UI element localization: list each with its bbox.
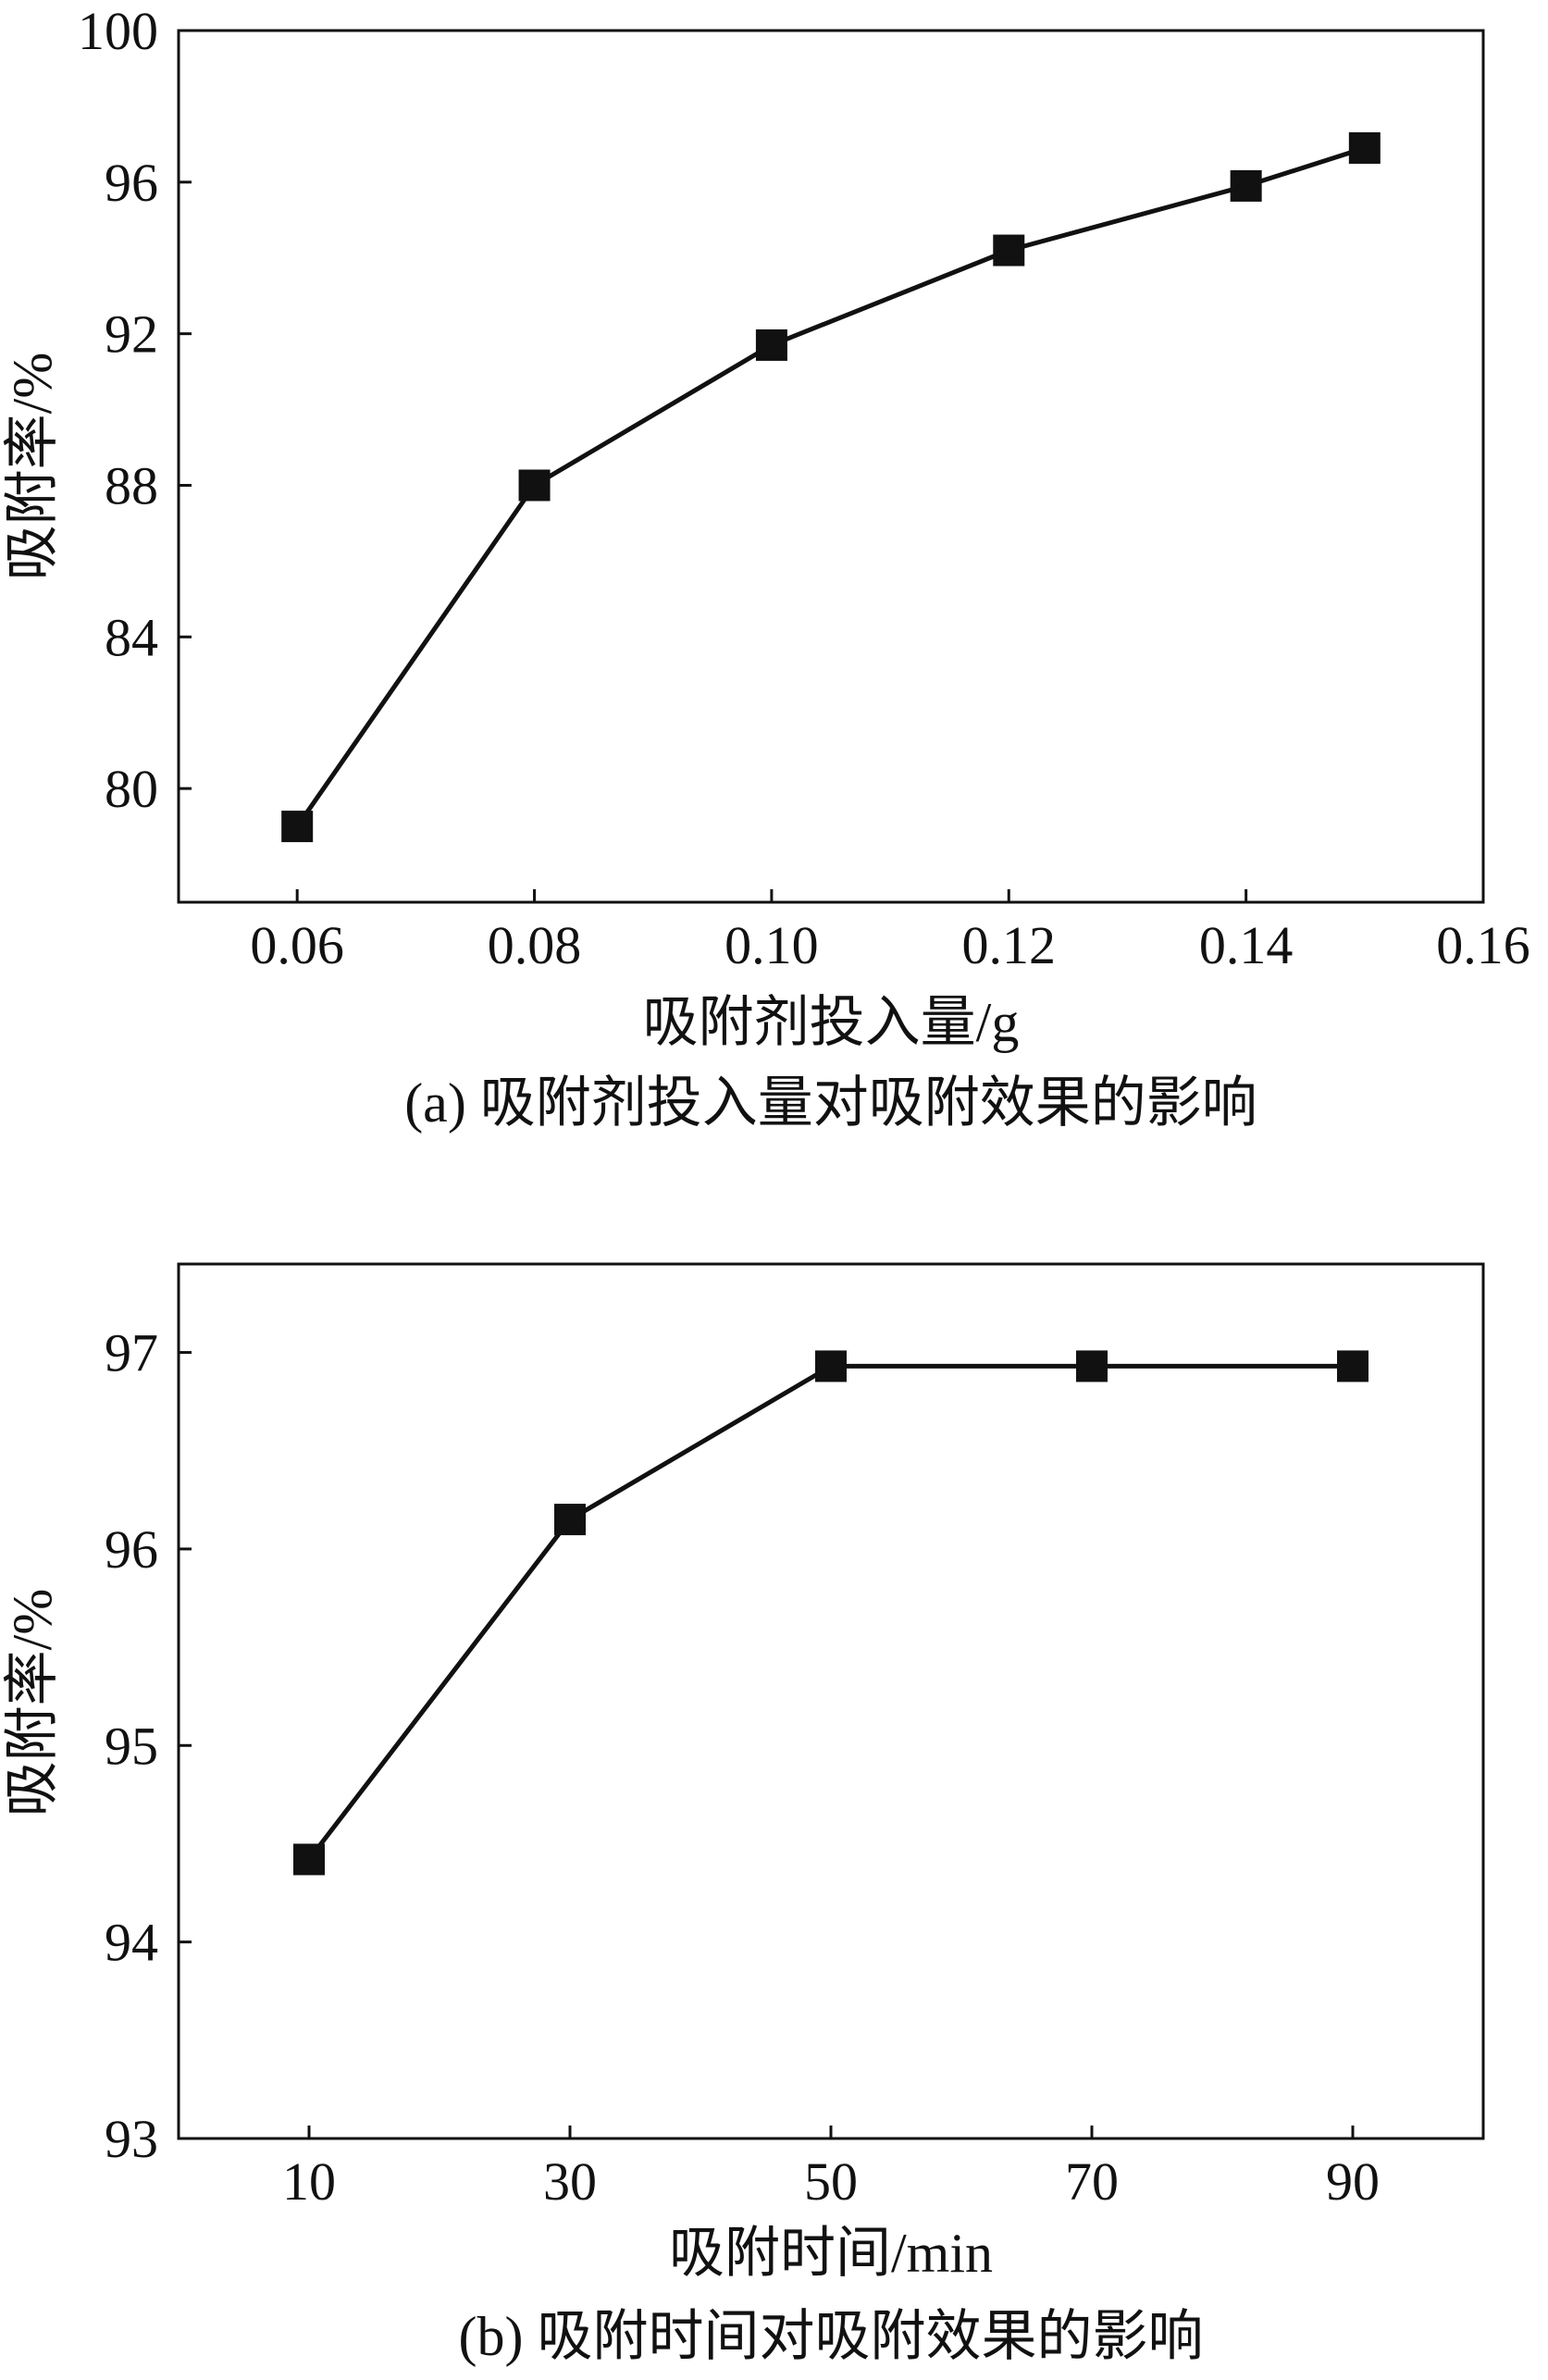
data-point-marker (1230, 169, 1262, 202)
x-tick-label: 0.08 (488, 915, 582, 975)
y-tick-label: 96 (105, 153, 158, 213)
y-axis-title-b: 吸附率/% (2, 1589, 63, 1817)
y-tick-label: 80 (105, 759, 158, 819)
y-tick-label: 94 (105, 1913, 158, 1973)
y-axis-title-a: 吸附率/% (2, 353, 63, 581)
x-tick-label: 70 (1065, 2151, 1119, 2212)
y-tick-label: 93 (105, 2109, 158, 2169)
markers-b (293, 1350, 1368, 1876)
y-tick-label: 92 (105, 304, 158, 365)
plot-frame-b (177, 1262, 1485, 2140)
y-tick-label: 84 (105, 607, 158, 667)
x-tick-label: 0.10 (724, 915, 819, 975)
data-point-marker (518, 469, 551, 502)
x-ticks-b: 10 30 50 70 90 (282, 2126, 1380, 2212)
x-tick-label: 90 (1326, 2151, 1380, 2212)
y-tick-label: 88 (105, 455, 158, 515)
data-point-marker (281, 811, 314, 843)
data-point-marker (293, 1843, 325, 1876)
chart-a: 0.06 0.08 0.10 0.12 0.14 0.16 80 84 88 92 96 100 吸… (2, 1, 1530, 1134)
y-tick-label: 97 (105, 1323, 158, 1383)
caption-b: (b) 吸附时间对吸附效果的影响 (459, 2306, 1204, 2367)
x-axis-title-a: 吸附剂投入量/g (643, 992, 1020, 1053)
x-tick-label: 0.06 (250, 915, 344, 975)
data-point-marker (1348, 131, 1381, 164)
x-tick-label: 10 (282, 2151, 336, 2212)
y-tick-label: 100 (78, 1, 158, 61)
y-tick-label: 96 (105, 1519, 158, 1580)
markers-a (281, 131, 1381, 843)
x-tick-label: 0.12 (962, 915, 1057, 975)
x-tick-label: 0.14 (1199, 915, 1294, 975)
caption-a: (a) 吸附剂投入量对吸附效果的影响 (404, 1072, 1257, 1134)
series-line-b (307, 1363, 1353, 1861)
data-point-marker (815, 1350, 847, 1382)
data-point-marker (1076, 1350, 1108, 1382)
y-ticks-b: 93 94 95 96 97 (105, 1323, 192, 2169)
y-ticks-a: 80 84 88 92 96 100 (78, 1, 192, 819)
chart-b: 10 30 50 70 90 93 94 95 96 97 吸附时间/min 吸附率/% (b)… (2, 1262, 1485, 2367)
plot-frame-a (177, 29, 1485, 904)
series-line-a (295, 145, 1366, 828)
data-point-marker (554, 1504, 586, 1536)
data-point-marker (1337, 1350, 1368, 1382)
x-tick-label: 30 (543, 2151, 597, 2212)
data-point-marker (755, 328, 787, 361)
x-tick-label: 0.16 (1436, 915, 1530, 975)
y-tick-label: 95 (105, 1716, 158, 1776)
x-tick-label: 50 (804, 2151, 858, 2212)
data-point-marker (993, 234, 1025, 267)
x-ticks-a: 0.06 0.08 0.10 0.12 0.14 0.16 (250, 889, 1530, 975)
x-axis-title-b: 吸附时间/min (669, 2223, 993, 2284)
